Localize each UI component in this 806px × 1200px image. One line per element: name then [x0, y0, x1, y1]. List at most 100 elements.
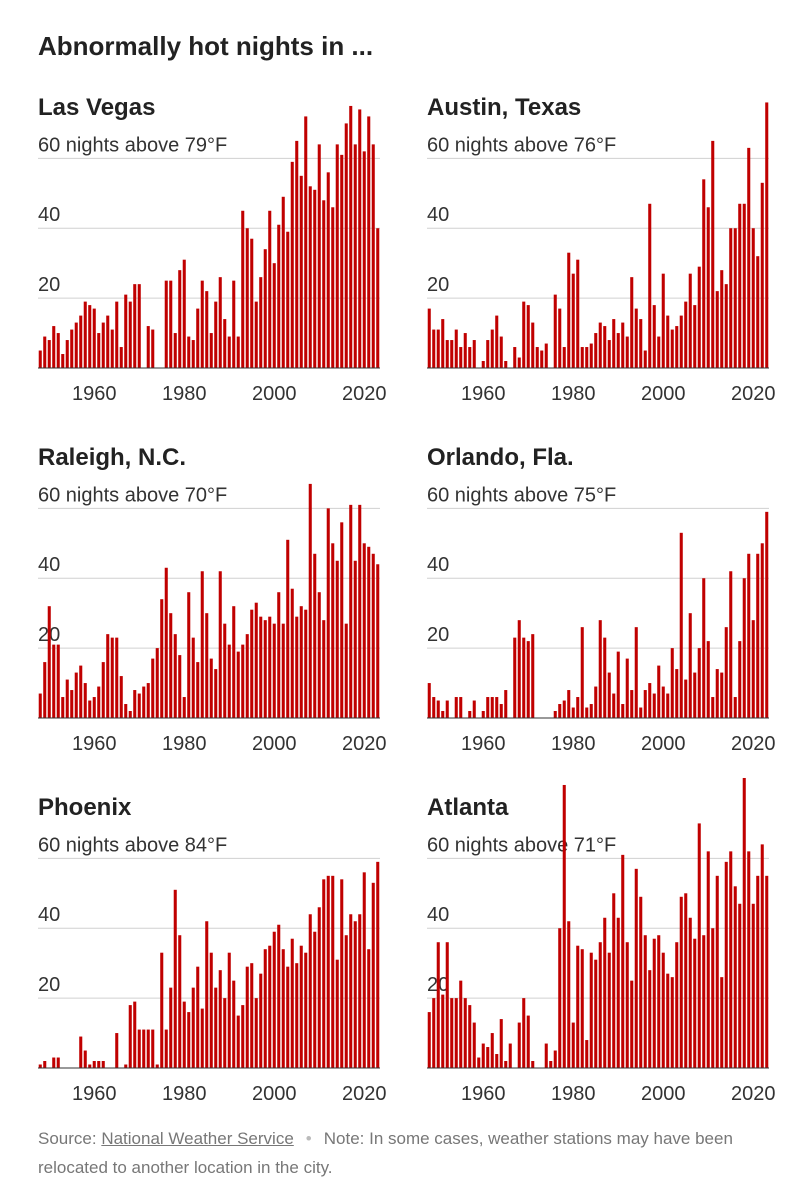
- bar: [450, 998, 454, 1068]
- x-tick-label: 1960: [72, 1083, 117, 1105]
- bar: [765, 875, 769, 1068]
- bar: [376, 228, 380, 368]
- bar: [724, 284, 728, 368]
- bar: [182, 1001, 186, 1068]
- bar: [436, 700, 440, 718]
- bar: [101, 662, 105, 718]
- bar: [218, 571, 222, 718]
- bar: [639, 707, 643, 718]
- source-link[interactable]: National Weather Service: [101, 1129, 294, 1148]
- bar: [236, 1015, 240, 1068]
- bar: [362, 872, 366, 1068]
- bar: [603, 917, 607, 1068]
- y-tick-label: 60 nights above 79°F: [38, 134, 227, 156]
- bar: [295, 616, 299, 718]
- bar: [432, 329, 436, 368]
- bar: [61, 697, 65, 718]
- x-tick-label: 1980: [551, 1083, 596, 1105]
- bar: [711, 140, 715, 368]
- bar: [38, 1064, 42, 1068]
- bar: [648, 203, 652, 368]
- bar: [630, 277, 634, 368]
- bar: [481, 1043, 485, 1068]
- bar: [124, 704, 128, 718]
- bar: [110, 329, 114, 368]
- bar: [598, 322, 602, 368]
- bar: [427, 683, 431, 718]
- bar: [612, 319, 616, 368]
- bar: [232, 280, 236, 368]
- bar: [277, 224, 281, 368]
- bar: [463, 998, 467, 1068]
- bar: [738, 903, 742, 1068]
- bar: [128, 301, 132, 368]
- bar: [254, 301, 258, 368]
- bar: [92, 1061, 96, 1068]
- bar: [607, 672, 611, 718]
- bar: [241, 210, 245, 368]
- bar: [432, 998, 436, 1068]
- bar: [106, 315, 110, 368]
- y-tick-label: 40: [38, 554, 60, 576]
- bar: [486, 340, 490, 368]
- bar: [146, 683, 150, 718]
- bar: [353, 560, 357, 718]
- bar: [517, 620, 521, 718]
- bar: [612, 693, 616, 718]
- bar: [205, 921, 209, 1068]
- bar: [760, 844, 764, 1068]
- bar: [625, 942, 629, 1068]
- bar: [164, 567, 168, 718]
- bar: [693, 305, 697, 368]
- bar: [313, 189, 317, 368]
- bar: [182, 259, 186, 368]
- y-tick-label: 20: [427, 274, 449, 296]
- bar: [79, 1036, 83, 1068]
- bar: [589, 952, 593, 1068]
- bar: [47, 606, 51, 718]
- y-tick-label: 20: [38, 274, 60, 296]
- bar: [362, 151, 366, 368]
- bar: [65, 679, 69, 718]
- bar: [616, 651, 620, 718]
- bar: [367, 949, 371, 1068]
- bar: [589, 704, 593, 718]
- bar: [630, 690, 634, 718]
- bar: [367, 116, 371, 369]
- bar: [367, 546, 371, 718]
- bar: [137, 693, 141, 718]
- bar: [88, 1064, 92, 1068]
- bar: [666, 693, 670, 718]
- bar: [101, 322, 105, 368]
- x-tick-label: 2020: [731, 1083, 776, 1105]
- bar: [760, 182, 764, 368]
- bar: [567, 690, 571, 718]
- bar: [110, 637, 114, 718]
- bar: [504, 1061, 508, 1068]
- bar: [353, 144, 357, 368]
- y-tick-label: 20: [38, 974, 60, 996]
- bar: [688, 613, 692, 718]
- bar: [598, 620, 602, 718]
- bar: [657, 336, 661, 368]
- bar: [436, 942, 440, 1068]
- bar: [454, 998, 458, 1068]
- bar: [151, 658, 155, 718]
- bar: [187, 1012, 191, 1068]
- bar: [227, 644, 231, 718]
- x-tick-label: 1960: [72, 383, 117, 405]
- bar: [486, 1047, 490, 1068]
- bar: [616, 333, 620, 368]
- bar: [706, 641, 710, 718]
- bar: [38, 350, 42, 368]
- bar: [205, 613, 209, 718]
- bar: [594, 959, 598, 1068]
- bar: [326, 875, 330, 1068]
- bar: [526, 1015, 530, 1068]
- y-tick-label: 60 nights above 71°F: [427, 834, 616, 856]
- bar: [290, 588, 294, 718]
- bar: [335, 560, 339, 718]
- bar: [522, 998, 526, 1068]
- bar: [607, 952, 611, 1068]
- x-tick-label: 2000: [252, 383, 297, 405]
